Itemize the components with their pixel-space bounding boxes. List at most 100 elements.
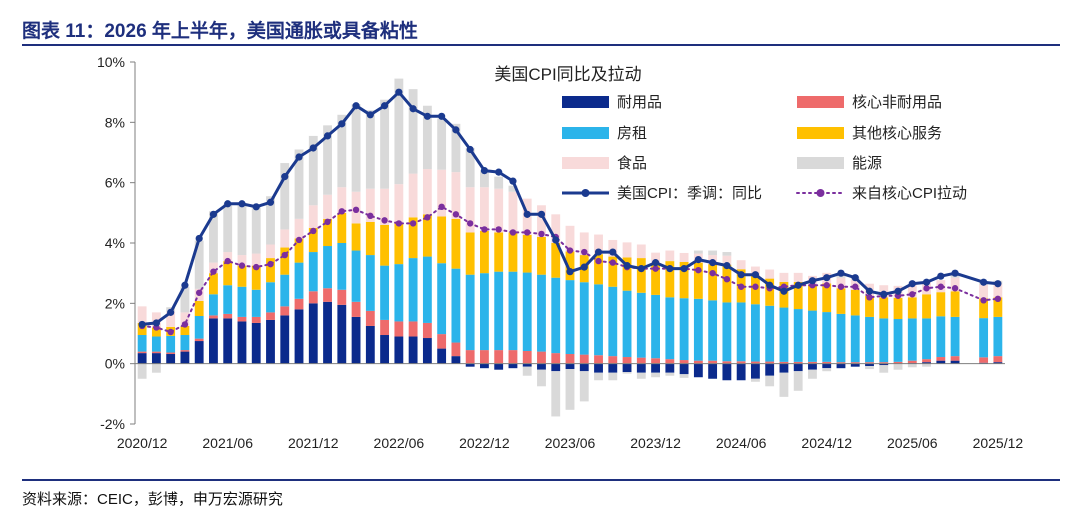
cpi-point [766, 281, 774, 289]
bar-other_core_services [351, 223, 361, 251]
bar-durable [608, 363, 618, 373]
bar-other_core_services [651, 264, 660, 295]
bar-food [408, 173, 418, 218]
cpi-point [680, 265, 688, 273]
bar-rent [194, 316, 204, 339]
core-cpi-point [466, 220, 474, 227]
bar-other_core_services [180, 325, 190, 336]
legend-label-core_dots: 来自核心CPI拉动 [852, 185, 967, 202]
bar-food [779, 272, 789, 282]
bar-energy [765, 375, 775, 387]
legend-swatch-other_core_services [797, 127, 844, 139]
bar-other_core_services [950, 291, 960, 317]
bar-food [137, 306, 147, 323]
cpi-point [837, 269, 845, 277]
core-cpi-point [181, 321, 189, 328]
bar-energy [865, 366, 874, 370]
bar-food [622, 242, 632, 258]
bar-other_core_services [151, 327, 161, 337]
cpi-point [395, 88, 403, 96]
cpi-point [380, 102, 389, 110]
bar-other_core_services [280, 247, 290, 275]
bar-energy [180, 286, 190, 313]
core-cpi-point [852, 283, 859, 290]
bar-rent [665, 297, 675, 360]
bar-durable [351, 316, 361, 364]
bar-durable [822, 363, 832, 369]
bar-food [765, 269, 775, 279]
bar-food [537, 205, 546, 237]
bar-other_core_services [537, 236, 546, 275]
core-cpi-point [224, 257, 231, 265]
core-cpi-point [737, 283, 745, 290]
bar-energy [665, 372, 675, 376]
bar-other_core_services [522, 234, 532, 273]
bar-durable [137, 353, 147, 364]
core-cpi-point [409, 220, 417, 227]
bar-energy [137, 363, 147, 379]
bar-durable [651, 363, 660, 373]
bar-durable [151, 353, 161, 364]
bar-food [380, 188, 390, 225]
bar-energy [808, 369, 817, 379]
cpi-point [509, 177, 517, 185]
bar-core_nondurable [651, 358, 660, 364]
bar-rent [166, 335, 176, 353]
bar-rent [380, 265, 390, 320]
bar-rent [537, 274, 546, 352]
bar-durable [850, 363, 860, 367]
bar-core_nondurable [351, 301, 361, 317]
bar-rent [209, 294, 218, 316]
core-cpi-point [495, 226, 502, 233]
bar-core_nondurable [251, 316, 261, 323]
bar-other_core_services [237, 265, 247, 287]
core-cpi-point [452, 211, 460, 218]
bar-durable [722, 363, 732, 381]
cpi-point [238, 200, 246, 208]
bar-durable [408, 336, 418, 364]
core-cpi-point [167, 328, 174, 336]
bar-other_core_services [323, 218, 332, 247]
cpi-point [937, 272, 945, 280]
figure-title: 图表 11：2026 年上半年，美国通胀或具备粘性 [22, 21, 418, 42]
bar-durable [808, 363, 817, 370]
bar-durable [337, 304, 347, 364]
bar-rent [679, 298, 689, 361]
bar-food [422, 169, 432, 215]
bar-energy [708, 250, 718, 256]
bar-food [166, 311, 176, 327]
bar-food [736, 260, 746, 270]
bar-rent [608, 286, 618, 357]
bar-other_core_services [865, 295, 874, 317]
bar-rent [865, 316, 874, 363]
bar-energy [251, 205, 261, 254]
bar-food [993, 283, 1003, 298]
cpi-point [594, 248, 603, 256]
bar-energy [551, 371, 561, 417]
bar-food [451, 172, 461, 219]
cpi-point [452, 126, 460, 134]
bar-food [793, 272, 803, 282]
bar-durable [594, 363, 603, 373]
core-cpi-point [310, 227, 317, 235]
core-cpi-point [381, 217, 388, 224]
bar-energy [622, 372, 632, 374]
cpi-point [737, 271, 745, 279]
cpi-point [295, 153, 303, 161]
bar-rent [765, 305, 775, 362]
bar-rent [280, 274, 290, 307]
x-tick-label: 2023/12 [630, 435, 681, 451]
bar-food [308, 205, 318, 228]
bar-core_nondurable [480, 350, 489, 364]
bar-rent [351, 250, 361, 302]
bar-rent [237, 286, 247, 317]
bar-other_core_services [551, 243, 561, 278]
bar-core_nondurable [679, 360, 689, 364]
bar-energy [594, 372, 603, 381]
core-cpi-point [352, 206, 360, 214]
bar-energy [380, 99, 390, 189]
core-cpi-point [823, 282, 830, 289]
bar-energy [351, 104, 361, 192]
bar-energy [579, 371, 589, 402]
bar-core_nondurable [465, 350, 475, 364]
